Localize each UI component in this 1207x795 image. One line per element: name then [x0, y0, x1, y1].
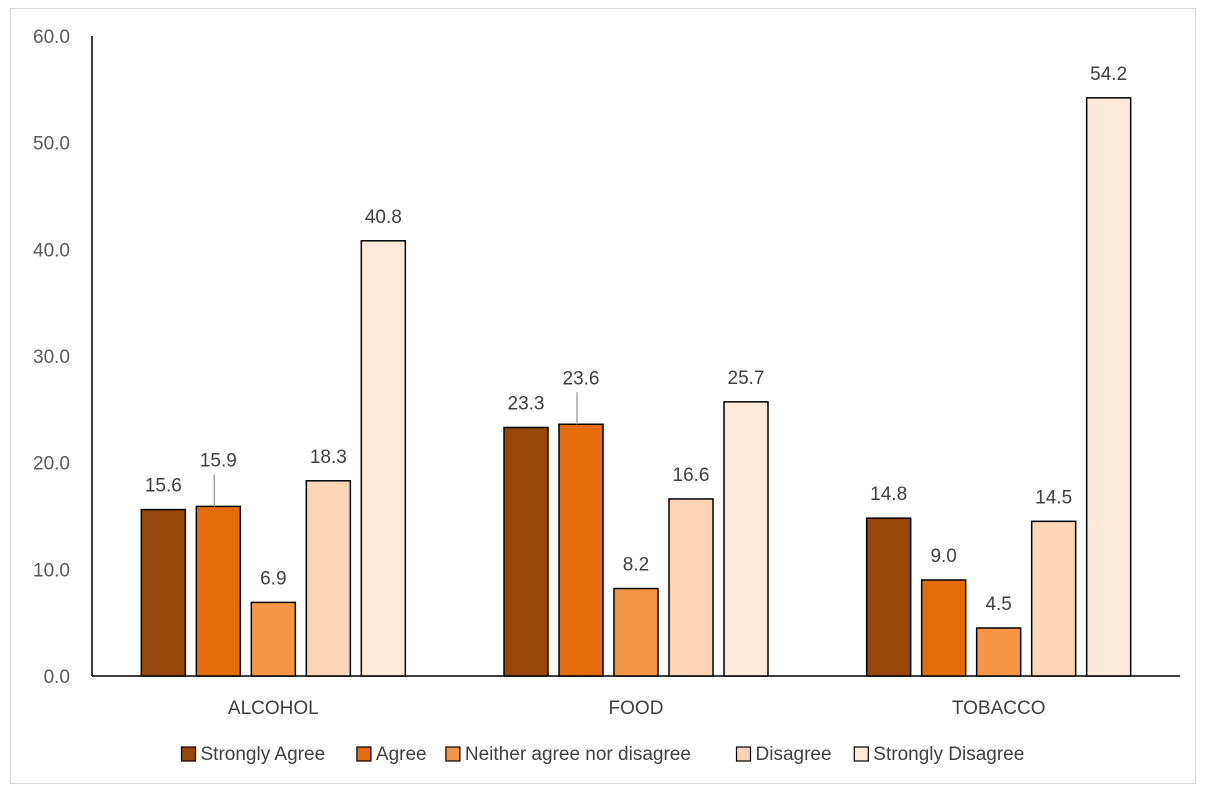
legend-label: Agree — [376, 744, 427, 765]
data-label: 40.8 — [365, 207, 402, 228]
bar — [920, 579, 967, 677]
y-tick-label: 60.0 — [33, 27, 70, 48]
y-tick-label: 0.0 — [44, 667, 70, 688]
bar — [305, 480, 352, 677]
bar — [865, 517, 912, 677]
data-label: 16.6 — [673, 465, 710, 486]
y-tick-label: 30.0 — [33, 347, 70, 368]
legend-swatch — [445, 746, 461, 762]
legend-label: Strongly Agree — [201, 744, 326, 765]
legend-swatch — [853, 746, 869, 762]
y-tick-label: 40.0 — [33, 240, 70, 261]
data-label: 6.9 — [260, 568, 286, 589]
data-label: 9.0 — [930, 546, 956, 567]
data-label: 14.8 — [870, 484, 907, 505]
bar — [1085, 97, 1132, 677]
data-label: 14.5 — [1035, 487, 1072, 508]
data-label: 18.3 — [310, 447, 347, 468]
legend-label: Strongly Disagree — [873, 744, 1024, 765]
data-label: 25.7 — [728, 368, 765, 389]
bar — [1030, 520, 1077, 677]
bar — [558, 423, 604, 677]
legend-swatch — [180, 746, 197, 762]
data-label: 23.6 — [563, 368, 600, 389]
x-axis: ALCOHOL FOOD TOBACCO — [92, 675, 1180, 719]
data-label: 54.2 — [1090, 64, 1127, 85]
data-labels: 15.6 15.9 6.9 18.3 40.8 23.3 23.6 8.2 16.6 25.7 14… — [145, 64, 1127, 615]
y-tick-label: 50.0 — [33, 134, 70, 155]
y-tick-label: 20.0 — [33, 454, 70, 475]
legend-label: Disagree — [756, 744, 832, 765]
bar — [503, 426, 549, 677]
data-label: 8.2 — [623, 555, 649, 576]
data-label: 15.6 — [145, 476, 182, 497]
bar — [140, 508, 187, 677]
data-label: 4.5 — [985, 594, 1011, 615]
bars — [140, 97, 1132, 677]
legend: Strongly Agree Agree Neither agree nor dis… — [180, 744, 1024, 765]
legend-swatch — [356, 746, 372, 762]
bar — [668, 498, 714, 677]
y-tick-label: 10.0 — [33, 560, 70, 581]
x-category-label: FOOD — [609, 698, 664, 719]
data-label: 15.9 — [200, 450, 237, 471]
x-category-label: TOBACCO — [952, 698, 1046, 719]
legend-swatch — [735, 746, 752, 762]
bar — [613, 587, 659, 677]
data-label: 23.3 — [508, 393, 545, 414]
y-axis: 0.0 10.0 20.0 30.0 40.0 50.0 60.0 — [33, 27, 93, 688]
bar — [975, 627, 1022, 677]
bar — [195, 505, 242, 677]
bar — [250, 601, 297, 677]
bar — [723, 401, 769, 677]
x-category-label: ALCOHOL — [228, 698, 319, 719]
legend-label: Neither agree nor disagree — [465, 744, 691, 765]
bar — [360, 240, 407, 677]
